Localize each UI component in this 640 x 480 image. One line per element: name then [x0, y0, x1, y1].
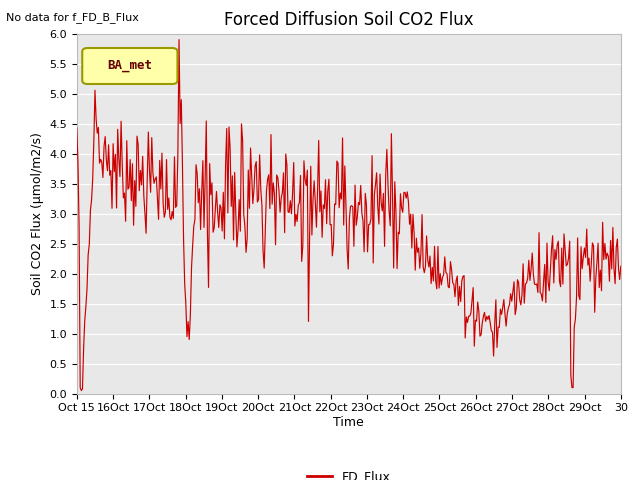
Y-axis label: Soil CO2 Flux (μmol/m2/s): Soil CO2 Flux (μmol/m2/s)	[31, 132, 44, 295]
Title: Forced Diffusion Soil CO2 Flux: Forced Diffusion Soil CO2 Flux	[224, 11, 474, 29]
Legend: FD_Flux: FD_Flux	[302, 465, 396, 480]
Text: No data for f_FD_B_Flux: No data for f_FD_B_Flux	[6, 12, 140, 23]
FancyBboxPatch shape	[82, 48, 177, 84]
Text: BA_met: BA_met	[108, 60, 152, 72]
X-axis label: Time: Time	[333, 416, 364, 429]
